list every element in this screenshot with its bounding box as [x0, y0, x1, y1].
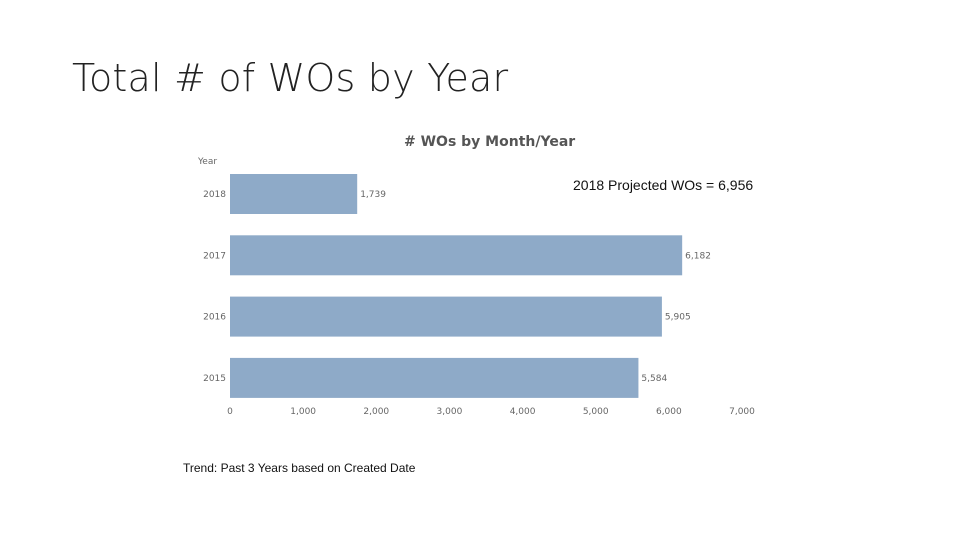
slide-title: Total # of WOs by Year	[72, 56, 509, 100]
x-tick-label: 1,000	[290, 407, 316, 417]
value-label-2018: 1,739	[360, 190, 386, 200]
category-label-2018: 2018	[203, 190, 226, 200]
x-tick-label: 6,000	[656, 407, 682, 417]
x-tick-label: 2,000	[363, 407, 389, 417]
category-label-2015: 2015	[203, 374, 226, 384]
bar-2015	[230, 357, 639, 398]
category-label-2016: 2016	[203, 313, 226, 323]
value-label-2015: 5,584	[641, 374, 667, 384]
x-tick-label: 5,000	[583, 407, 609, 417]
trend-footnote: Trend: Past 3 Years based on Created Dat…	[183, 461, 416, 475]
bar-2016	[230, 296, 662, 337]
value-label-2017: 6,182	[685, 251, 711, 261]
value-label-2016: 5,905	[665, 313, 691, 323]
x-tick-label: 7,000	[729, 407, 755, 417]
category-label-2017: 2017	[203, 251, 226, 261]
x-tick-label: 3,000	[437, 407, 463, 417]
x-tick-label: 0	[227, 407, 233, 417]
chart-title: # WOs by Month/Year	[404, 134, 576, 150]
bars-group: 2018 1,739 2017 6,182 2016 5,905 2015 5,584	[203, 174, 711, 398]
x-axis-ticks: 0 1,000 2,000 3,000 4,000 5,000 6,000 7,000	[227, 407, 755, 417]
y-axis-label: Year	[197, 157, 217, 167]
x-tick-label: 4,000	[510, 407, 536, 417]
bar-2018	[230, 174, 358, 214]
projection-annotation: 2018 Projected WOs = 6,956	[573, 177, 754, 193]
bar-2017	[230, 235, 683, 276]
